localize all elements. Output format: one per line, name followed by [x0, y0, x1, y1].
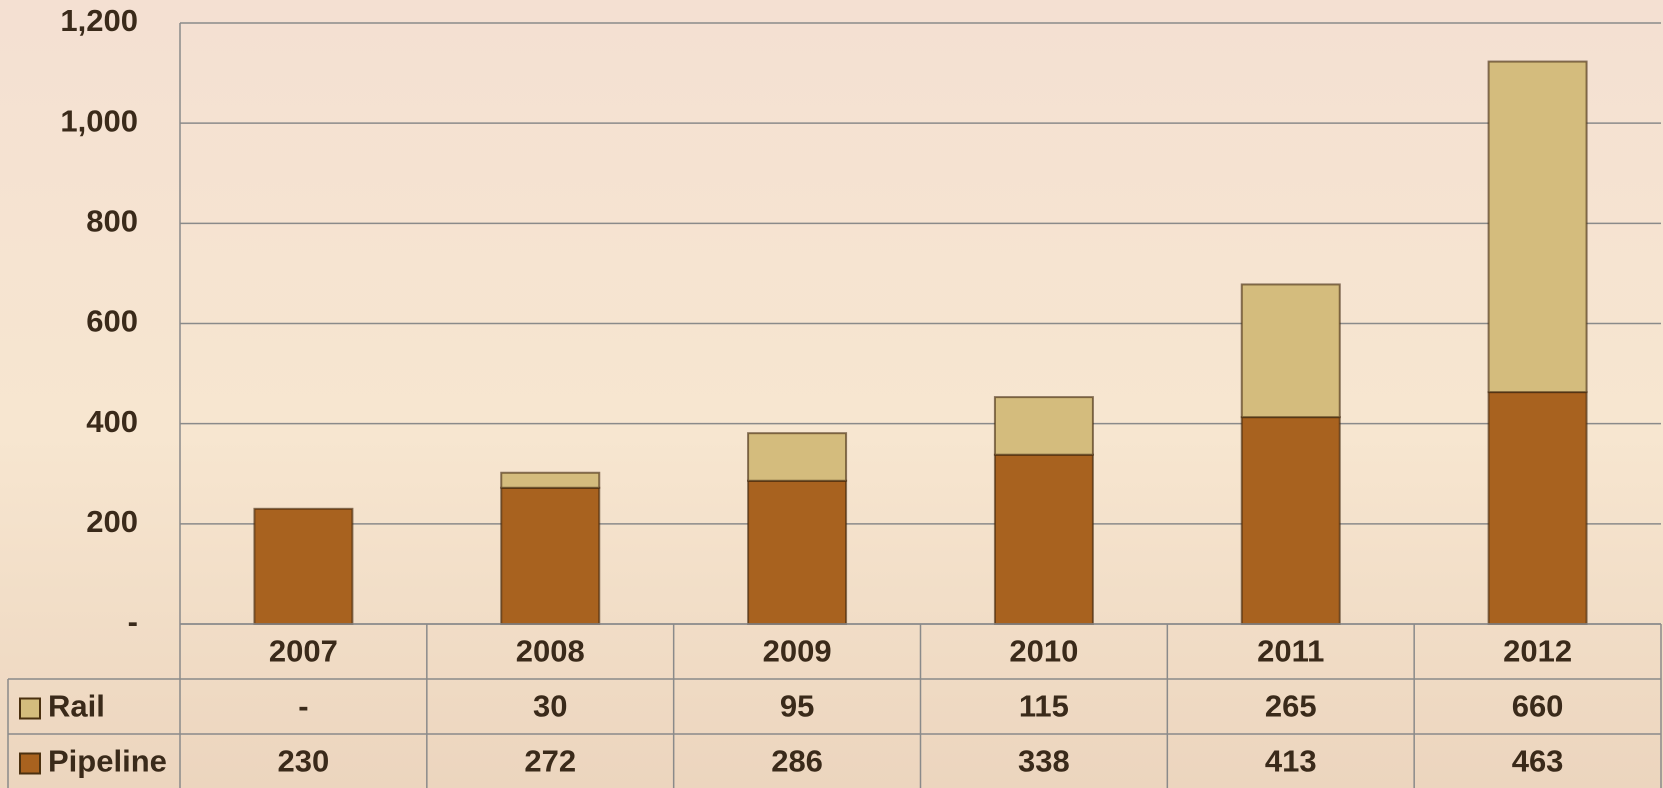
x-tick-label: 2008: [516, 634, 585, 669]
bar-segment: [747, 432, 848, 482]
data-table-value: -: [298, 689, 308, 724]
legend-label: Rail: [48, 689, 105, 724]
x-tick-label: 2012: [1503, 634, 1572, 669]
bar-segment: [993, 453, 1094, 625]
bar-segment: [1487, 60, 1588, 394]
y-tick-label: 1,000: [60, 103, 138, 138]
data-table-value: 413: [1265, 744, 1317, 779]
bar-segment: [747, 479, 848, 625]
y-tick-label: 800: [86, 204, 138, 239]
bar-segment: [1487, 391, 1588, 625]
y-tick-label: 1,200: [60, 3, 138, 38]
legend-key: [19, 697, 41, 720]
data-table-value: 30: [533, 689, 567, 724]
data-table-value: 272: [524, 744, 576, 779]
bar-segment: [253, 507, 354, 625]
y-tick-label: -: [128, 604, 138, 639]
data-table-value: 286: [771, 744, 823, 779]
data-table-value: 660: [1512, 689, 1564, 724]
data-table-value: 338: [1018, 744, 1070, 779]
x-tick-label: 2010: [1009, 634, 1078, 669]
x-tick-label: 2007: [269, 634, 338, 669]
x-tick-label: 2009: [763, 634, 832, 669]
bar-segment: [500, 486, 601, 626]
data-table-value: 230: [278, 744, 330, 779]
data-table-value: 95: [780, 689, 814, 724]
bar-segment: [1240, 283, 1341, 419]
data-table-value: 463: [1512, 744, 1564, 779]
legend-key: [19, 752, 41, 775]
y-tick-label: 200: [86, 504, 138, 539]
legend-label: Pipeline: [48, 744, 167, 779]
y-tick-label: 600: [86, 304, 138, 339]
data-table-value: 265: [1265, 689, 1317, 724]
x-tick-label: 2011: [1257, 634, 1324, 669]
bar-segment: [1240, 416, 1341, 625]
bar-segment: [993, 396, 1094, 456]
bar-segment: [500, 471, 601, 489]
y-tick-label: 400: [86, 404, 138, 439]
data-table-value: 115: [1019, 689, 1069, 724]
